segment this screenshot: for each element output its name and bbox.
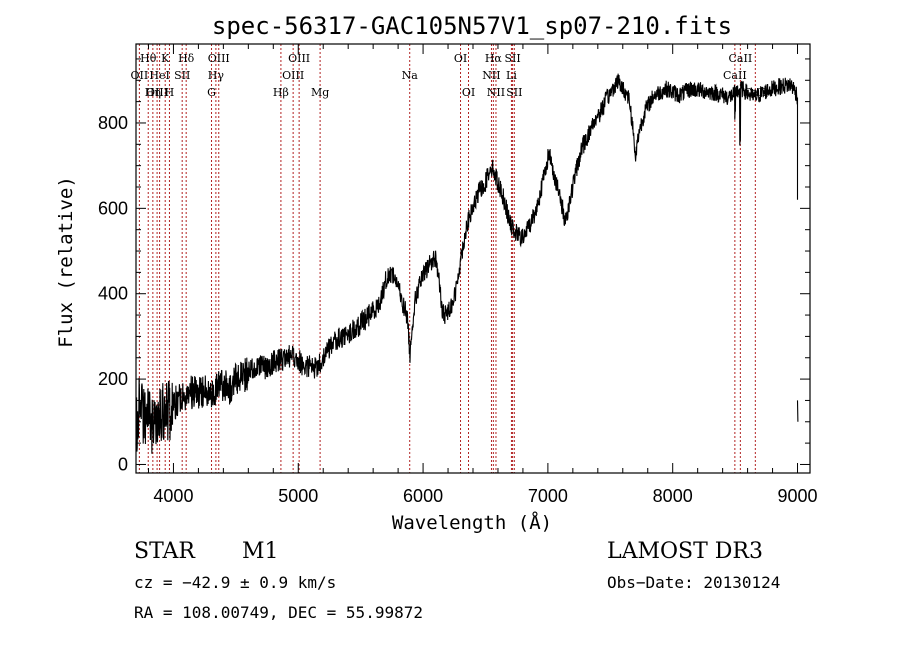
coordinates-text: RA = 108.00749, DEC = 55.99872 <box>134 603 423 622</box>
line-label-20: SII <box>504 52 520 65</box>
line-label-18: OI <box>462 86 475 99</box>
line-label-19: Hα <box>485 52 503 65</box>
line-labels: Hθ OII OIII K HeI Hη SII H Hδ OIII Hγ G OIII OIII Hβ Mg… <box>131 52 768 99</box>
line-label-25: CaII <box>729 52 753 65</box>
object-subclass: M1 <box>242 539 279 564</box>
chart-title: spec-56317-GAC105N57V1_sp07-210.fits <box>212 12 732 40</box>
line-label-15: Mg <box>311 86 329 99</box>
line-label-2: OIII <box>146 86 168 99</box>
x-tick-label-3: 7000 <box>528 486 568 506</box>
line-label-7: H <box>165 86 175 99</box>
line-label-1: OII <box>131 69 149 82</box>
redshift-text: cz = −42.9 ± 0.9 km/s <box>134 573 337 592</box>
line-label-4: HeI <box>149 69 169 82</box>
x-tick-label-0: 4000 <box>153 486 193 506</box>
y-tick-label-2: 400 <box>98 284 128 304</box>
line-label-3: K <box>161 52 170 65</box>
x-tick-label-5: 9000 <box>777 486 817 506</box>
y-tick-label-0: 0 <box>118 454 128 474</box>
line-label-27: CaII <box>743 86 767 99</box>
line-label-21: NII <box>482 69 500 82</box>
y-tick-label-4: 800 <box>98 113 128 133</box>
line-label-16: Na <box>402 69 419 82</box>
line-label-12: OIII <box>288 52 310 65</box>
axis-ticks: 4000 5000 6000 7000 8000 9000 0 200 400 600 800 <box>98 44 818 506</box>
y-tick-label-3: 600 <box>98 198 128 218</box>
line-label-26: CaII <box>723 69 747 82</box>
line-label-10: Hγ <box>208 69 225 82</box>
line-markers <box>138 44 756 473</box>
line-label-0: Hθ <box>140 52 157 65</box>
line-label-22: Li <box>506 69 517 82</box>
plot-frame <box>135 43 811 474</box>
line-label-24: SII <box>506 86 522 99</box>
x-tick-label-1: 5000 <box>278 486 318 506</box>
line-label-13: OIII <box>282 69 304 82</box>
survey-release: LAMOST DR3 <box>607 539 763 564</box>
x-axis-label: Wavelength (Å) <box>392 511 552 534</box>
line-label-8: Hδ <box>178 52 195 65</box>
line-label-6: SII <box>174 69 190 82</box>
x-tick-label-2: 6000 <box>403 486 443 506</box>
flux-series-line <box>135 73 799 454</box>
line-label-9: OIII <box>208 52 230 65</box>
line-label-14: Hβ <box>273 86 289 99</box>
object-class: STAR <box>134 539 195 564</box>
obs-date-text: Obs−Date: 20130124 <box>607 573 781 592</box>
y-tick-label-1: 200 <box>98 369 128 389</box>
line-label-5: Hη <box>145 86 161 99</box>
y-axis-label: Flux (relative) <box>55 176 77 348</box>
line-label-23: NII <box>487 86 505 99</box>
x-tick-label-4: 8000 <box>653 486 693 506</box>
line-label-11: G <box>207 86 216 99</box>
line-label-17: OI <box>454 52 467 65</box>
